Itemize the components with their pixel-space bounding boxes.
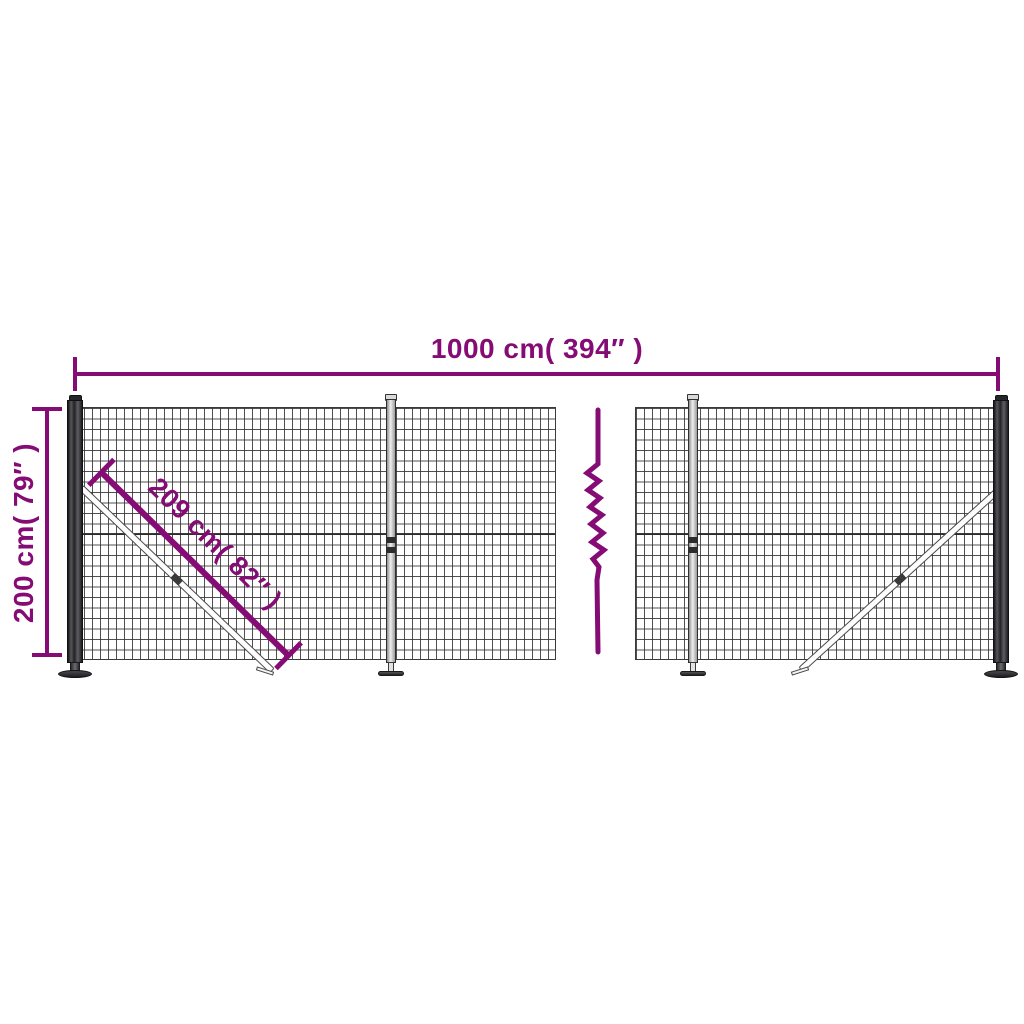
mesh-mid-wire	[76, 533, 555, 535]
post-clamp	[688, 537, 698, 543]
width-dimension-tick-right	[996, 357, 1000, 391]
mesh-mid-wire	[636, 533, 1001, 535]
post-clamp	[688, 547, 698, 553]
mesh-panel-left	[75, 407, 556, 660]
post-flange-plate	[378, 671, 404, 676]
post-clamp	[386, 547, 396, 553]
post-flange-plate	[58, 670, 92, 678]
height-dimension-tick-top	[32, 407, 62, 411]
width-dimension-tick-left	[73, 357, 77, 391]
post-flange-plate	[984, 670, 1018, 678]
width-dimension-line	[75, 372, 1000, 376]
height-dimension-line	[45, 409, 49, 657]
height-dimension-tick-bottom	[32, 653, 62, 657]
post-clamp	[386, 537, 396, 543]
width-dimension-label: 1000 cm( 394″ )	[430, 333, 644, 364]
post-flange-plate	[680, 671, 706, 676]
